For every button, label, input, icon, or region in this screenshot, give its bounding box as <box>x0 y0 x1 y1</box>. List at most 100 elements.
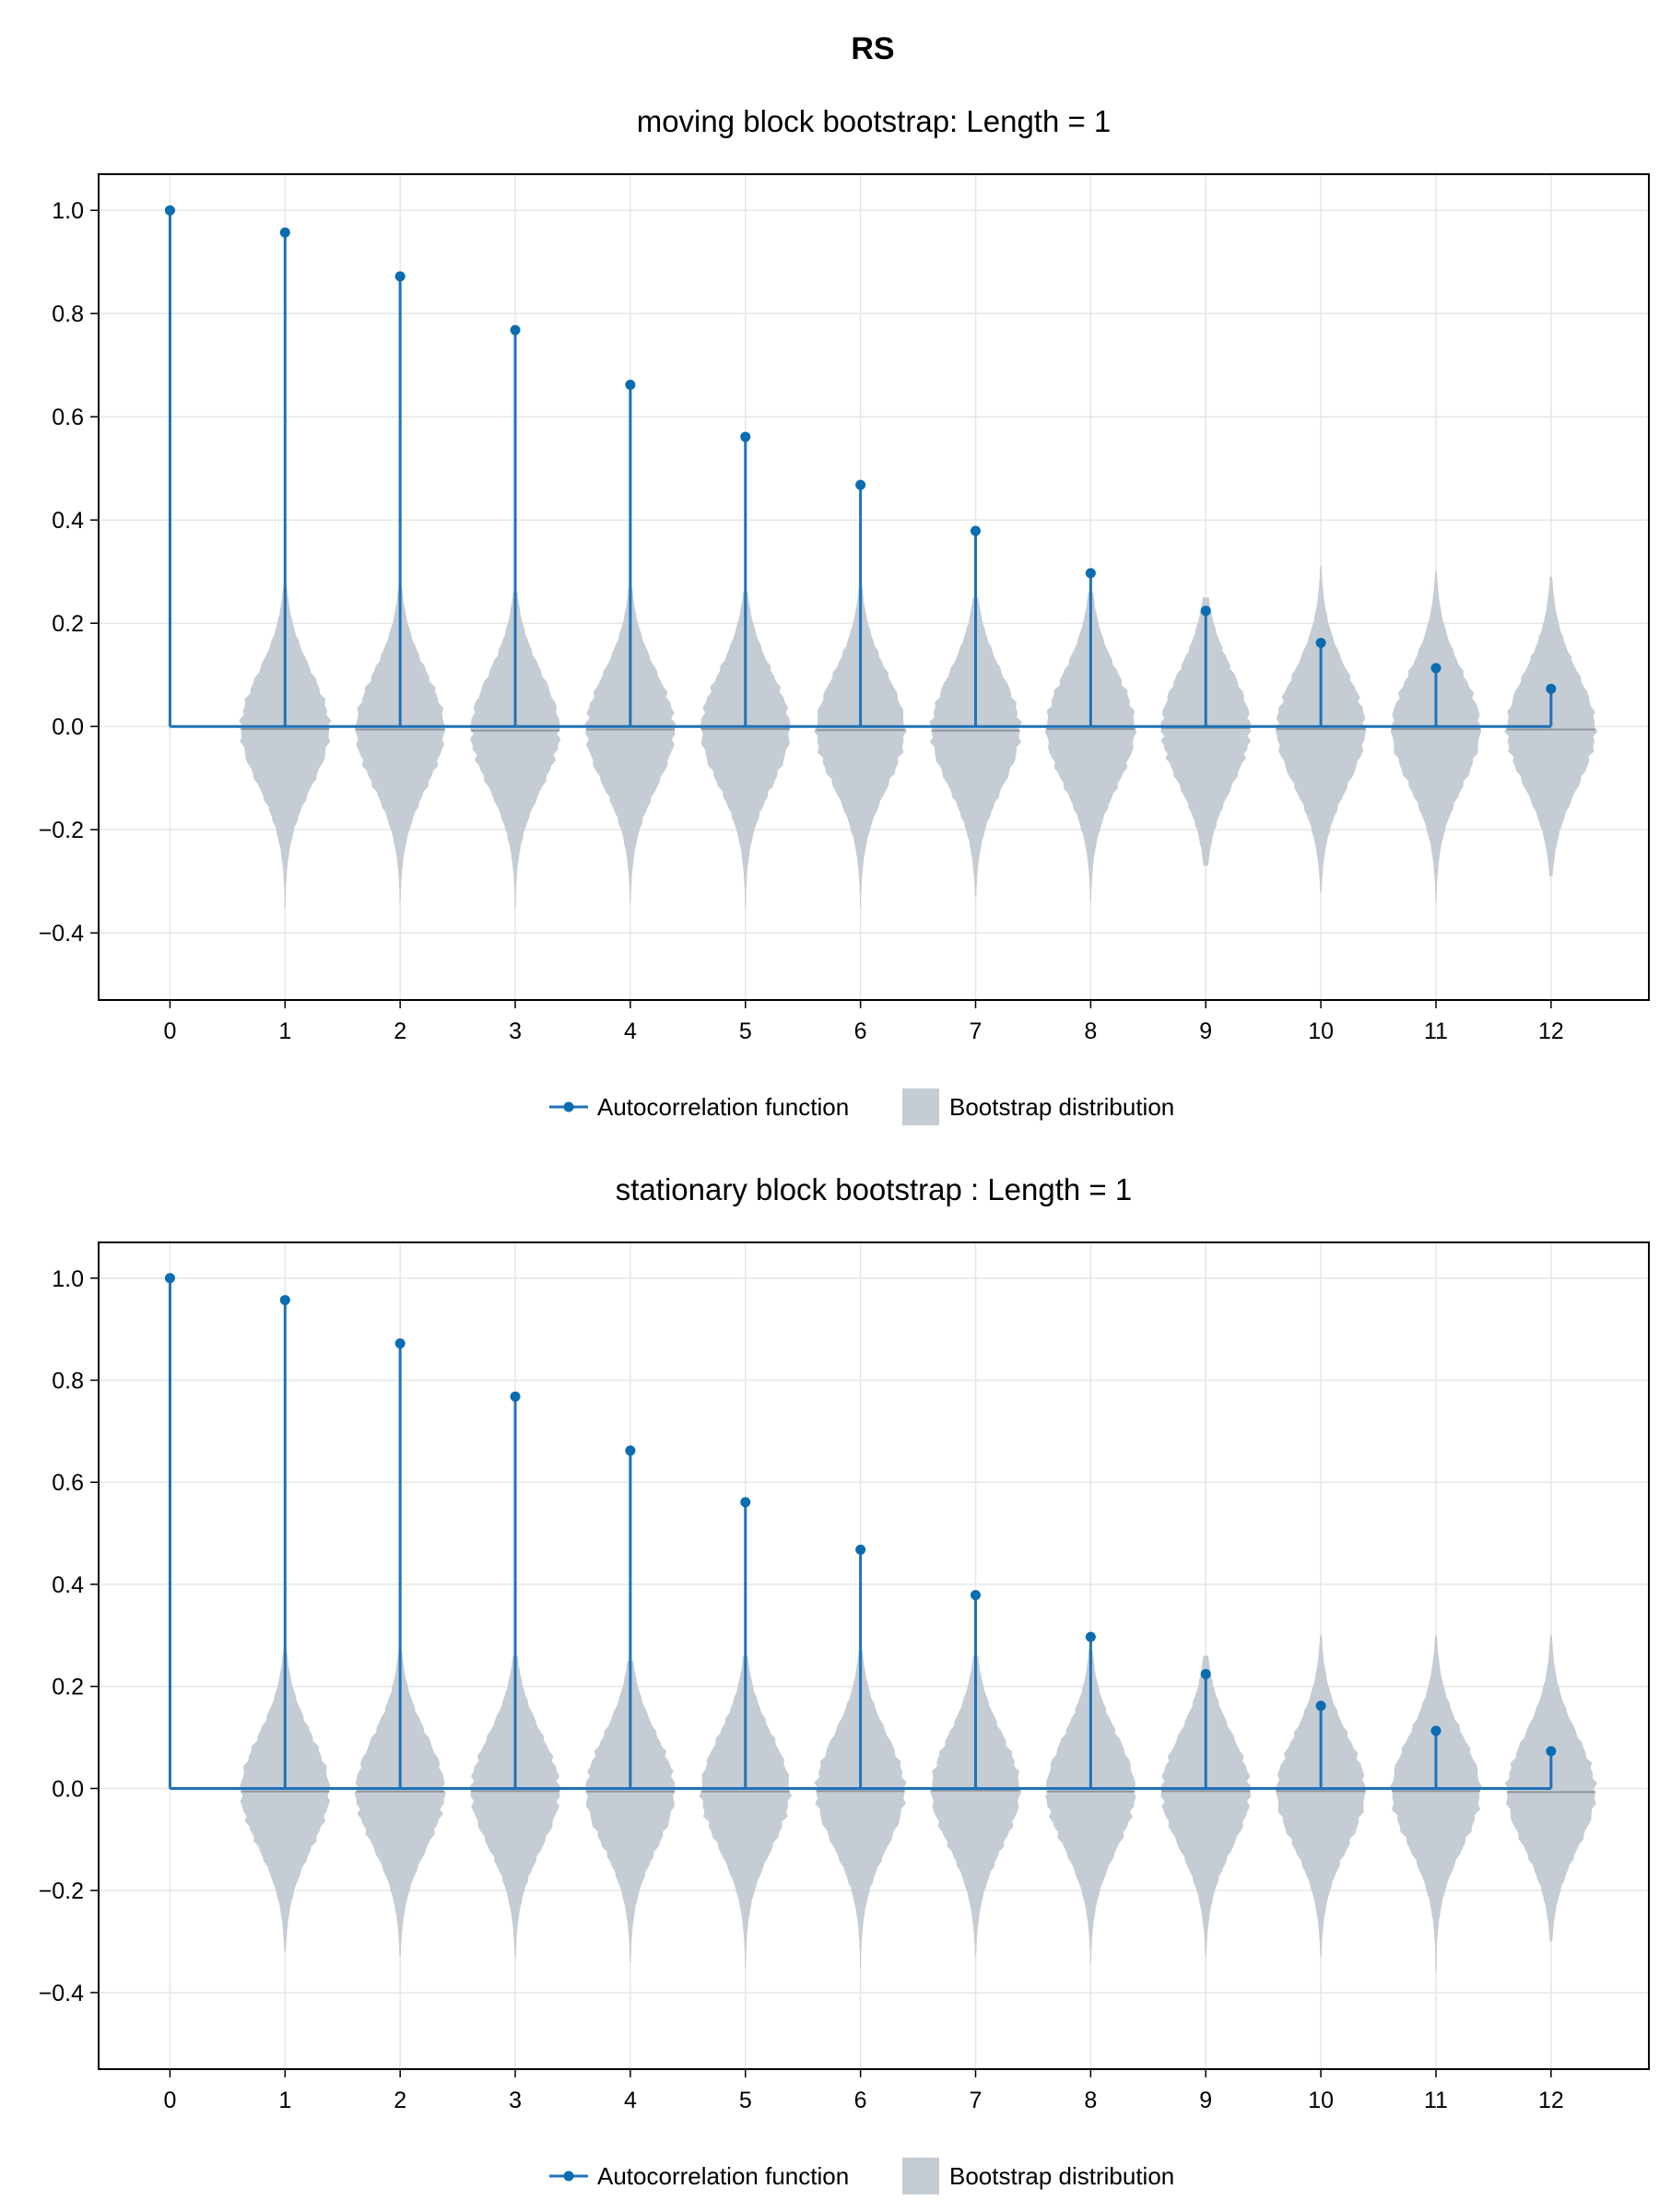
bootstrap-violin <box>929 1655 1022 1958</box>
acf-point <box>625 379 636 390</box>
legend-bootstrap-swatch <box>902 1088 939 1125</box>
acf-point <box>164 1273 175 1284</box>
y-tick-label: 0.8 <box>52 301 84 327</box>
bootstrap-violin <box>469 592 561 908</box>
bootstrap-violin <box>929 597 1022 897</box>
y-tick-label: −0.4 <box>39 1981 84 2006</box>
x-tick-label: 5 <box>739 2088 752 2113</box>
x-tick-label: 8 <box>1084 2088 1097 2113</box>
y-tick-label: 0.2 <box>52 611 84 637</box>
y-tick-label: 1.0 <box>52 198 84 224</box>
y-tick-label: 0.6 <box>52 405 84 430</box>
x-tick-label: 9 <box>1199 2088 1212 2113</box>
acf-point <box>1430 1725 1441 1736</box>
bootstrap-violin <box>1160 1655 1252 1958</box>
x-tick-label: 12 <box>1538 1018 1564 1044</box>
plot-frame <box>98 1241 1650 2070</box>
bootstrap-violin <box>700 592 791 908</box>
y-tick-label: 0.0 <box>52 714 84 740</box>
bootstrap-violin <box>1389 1635 1483 1972</box>
legend: Autocorrelation function Bootstrap distri… <box>549 1088 1174 1125</box>
legend-acf-label: Autocorrelation function <box>597 2162 849 2190</box>
chart-panel-2: stationary block bootstrap : Length = 1 0… <box>39 1172 1650 2194</box>
x-tick-label: 3 <box>509 2088 522 2113</box>
acf-point <box>1200 1668 1211 1679</box>
acf-point <box>1546 683 1557 694</box>
legend-acf-marker <box>563 1101 574 1112</box>
x-tick-label: 4 <box>624 2088 637 2113</box>
panels: moving block bootstrap: Length = 10 1 2 3 4 5… <box>39 104 1650 2194</box>
acf-point <box>740 431 751 442</box>
acf-point <box>1200 606 1211 617</box>
acf-point <box>279 227 290 238</box>
x-tick-label: 0 <box>163 2088 176 2113</box>
x-tick-label: 1 <box>278 1018 291 1044</box>
y-tick-label: 0.4 <box>52 508 84 534</box>
x-tick-label: 0 <box>163 1018 176 1044</box>
x-tick-label: 3 <box>509 1018 522 1044</box>
legend-bootstrap-swatch <box>902 2158 939 2194</box>
y-tick-label: 0.6 <box>52 1470 84 1496</box>
y-tick-label: 0.4 <box>52 1572 84 1598</box>
x-tick-label: 9 <box>1199 1018 1212 1044</box>
acf-point <box>1085 568 1096 579</box>
figure-title: RS <box>851 31 894 66</box>
acf-point <box>740 1497 751 1508</box>
legend-acf-marker <box>563 2171 574 2182</box>
bootstrap-violin <box>1504 1635 1598 1942</box>
acf-point <box>279 1295 290 1306</box>
panel-title: stationary block bootstrap : Length = 1 <box>616 1172 1132 1206</box>
x-tick-label: 6 <box>854 1018 867 1044</box>
bootstrap-violin <box>1160 597 1252 866</box>
x-tick-label: 2 <box>394 2088 406 2113</box>
acf-point <box>510 1391 521 1402</box>
bootstrap-violin <box>469 1655 561 1958</box>
x-tick-label: 4 <box>624 1018 637 1044</box>
x-tick-label: 11 <box>1424 2088 1448 2113</box>
bootstrap-violin <box>1275 1635 1367 1958</box>
bootstrap-violin <box>699 1655 793 1968</box>
bootstrap-violin <box>240 1651 331 1952</box>
x-tick-label: 7 <box>970 2088 982 2113</box>
y-tick-label: −0.2 <box>39 818 84 843</box>
panel-title: moving block bootstrap: Length = 1 <box>637 104 1112 138</box>
legend-bootstrap-label: Bootstrap distribution <box>949 2162 1174 2190</box>
legend: Autocorrelation function Bootstrap distri… <box>549 2158 1174 2194</box>
x-tick-label: 11 <box>1424 1018 1448 1044</box>
acf-point <box>855 1544 866 1555</box>
acf-point <box>1085 1631 1096 1642</box>
bootstrap-violin <box>1044 592 1137 902</box>
x-tick-label: 12 <box>1538 2088 1564 2113</box>
acf-point <box>1430 663 1441 674</box>
y-tick-label: 0.8 <box>52 1369 84 1394</box>
x-tick-label: 6 <box>854 2088 867 2113</box>
bootstrap-violin <box>354 1651 446 1958</box>
bootstrap-violin <box>1390 571 1482 902</box>
bootstrap-violin <box>585 1661 676 1962</box>
x-tick-label: 1 <box>278 2088 291 2113</box>
acf-point <box>855 479 866 490</box>
x-tick-label: 10 <box>1308 2088 1334 2113</box>
bootstrap-violin <box>814 587 908 908</box>
acf-point <box>1315 1700 1326 1712</box>
y-tick-label: −0.2 <box>39 1878 84 1904</box>
y-tick-label: 1.0 <box>52 1266 84 1292</box>
acf-point <box>394 1338 406 1349</box>
acf-point <box>971 525 982 536</box>
chart-panel-1: moving block bootstrap: Length = 1 0 1 2 3 4 5… <box>39 104 1650 1125</box>
y-tick-label: 0.0 <box>52 1776 84 1802</box>
bootstrap-violin <box>814 1651 907 1968</box>
legend-acf-label: Autocorrelation function <box>597 1093 849 1121</box>
y-tick-label: −0.4 <box>39 921 84 947</box>
x-tick-label: 7 <box>970 1018 982 1044</box>
legend-bootstrap-label: Bootstrap distribution <box>949 1093 1174 1121</box>
acf-point <box>164 205 175 216</box>
x-tick-label: 5 <box>739 1018 752 1044</box>
acf-point <box>1546 1746 1557 1757</box>
acf-point <box>971 1590 982 1601</box>
y-tick-label: 0.2 <box>52 1675 84 1700</box>
plot-frame <box>98 173 1650 1001</box>
acf-point <box>625 1445 636 1456</box>
x-tick-label: 8 <box>1084 1018 1097 1044</box>
x-tick-label: 10 <box>1308 1018 1334 1044</box>
